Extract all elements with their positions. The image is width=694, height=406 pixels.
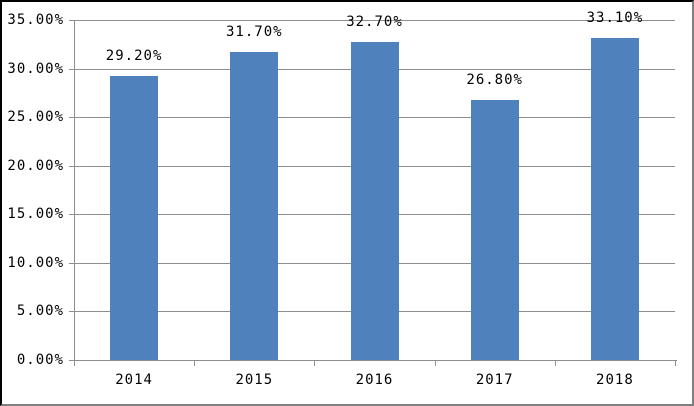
x-axis-tick <box>675 361 676 366</box>
x-axis-tick <box>74 361 75 366</box>
data-label-2018: 33.10% <box>586 10 644 27</box>
x-tick-label-2017: 2017 <box>475 372 514 388</box>
y-axis-line <box>74 20 75 360</box>
y-tick-label: 10.00% <box>7 254 64 271</box>
x-tick-label-2014: 2014 <box>115 372 153 388</box>
y-axis-tick <box>69 117 74 119</box>
bar-2017 <box>470 99 519 360</box>
x-tick-label-2016: 2016 <box>355 372 394 388</box>
data-label-2016: 32.70% <box>346 14 403 31</box>
x-axis-tick <box>314 361 316 366</box>
y-axis-tick <box>69 262 74 264</box>
x-axis-tick <box>434 361 436 366</box>
y-axis-tick <box>69 165 74 167</box>
x-axis-line <box>74 360 677 361</box>
x-axis-tick <box>194 361 196 366</box>
data-label-2015: 31.70% <box>226 24 283 41</box>
bar-2016 <box>350 42 399 360</box>
gridline <box>74 20 675 21</box>
y-tick-label: 25.00% <box>7 109 64 126</box>
bar-2018 <box>590 38 639 360</box>
x-tick-label-2015: 2015 <box>235 372 274 388</box>
x-axis-tick <box>554 361 556 366</box>
bar-2014 <box>110 76 159 360</box>
data-label-2017: 26.80% <box>466 71 523 88</box>
y-axis-tick <box>69 360 74 361</box>
data-label-2014: 29.20% <box>105 48 163 65</box>
y-tick-label: 0.00% <box>16 352 64 368</box>
y-axis-tick <box>69 68 74 70</box>
y-tick-label: 15.00% <box>7 206 64 223</box>
x-tick-label-2018: 2018 <box>596 372 634 388</box>
y-tick-label: 20.00% <box>7 157 64 174</box>
y-axis-tick <box>69 311 74 313</box>
y-tick-label: 5.00% <box>16 303 64 320</box>
y-axis-tick <box>69 20 74 21</box>
y-tick-label: 35.00% <box>7 12 64 28</box>
y-axis-tick <box>69 214 74 216</box>
bar-2015 <box>230 52 279 360</box>
y-tick-label: 30.00% <box>7 60 64 77</box>
